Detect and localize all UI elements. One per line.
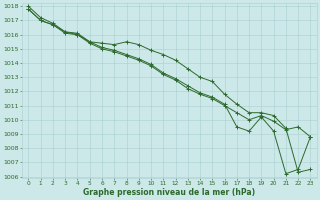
X-axis label: Graphe pression niveau de la mer (hPa): Graphe pression niveau de la mer (hPa) bbox=[83, 188, 255, 197]
